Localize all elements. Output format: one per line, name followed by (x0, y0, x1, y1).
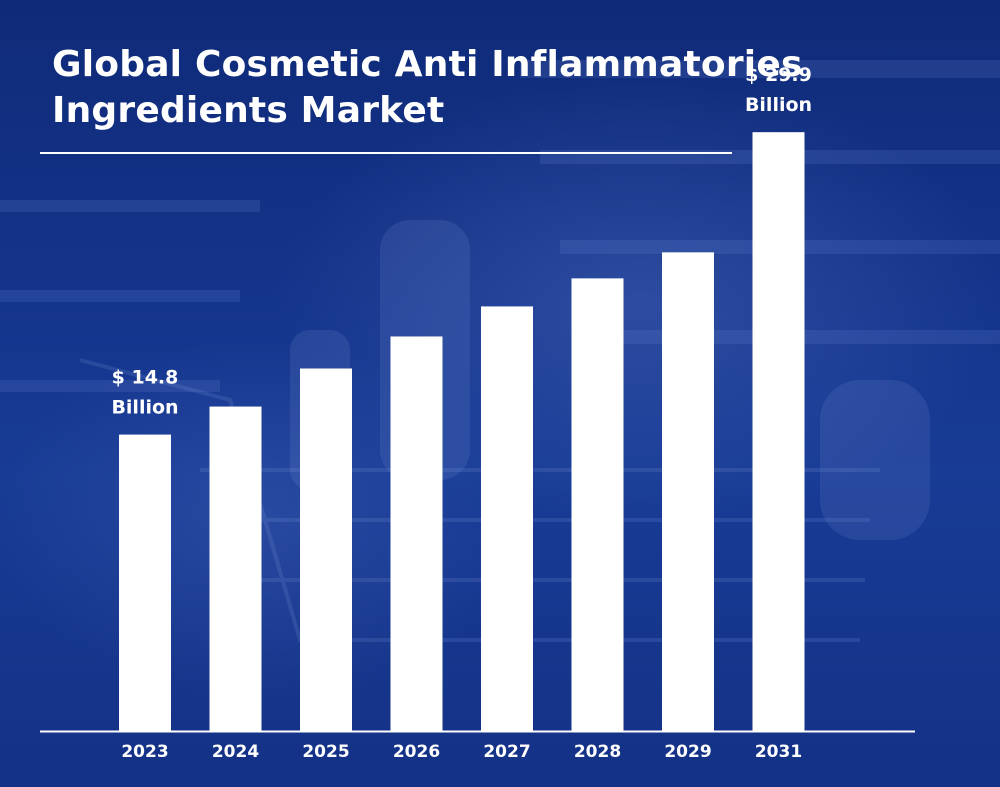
x-tick-label-2023: 2023 (121, 742, 168, 762)
bar-2023 (119, 434, 171, 731)
x-tick-label-2029: 2029 (664, 742, 711, 762)
data-label-value-2023: $ 14.8 (112, 367, 179, 389)
data-label-unit-2031: Billion (745, 94, 812, 116)
x-tick-label-2031: 2031 (755, 742, 802, 762)
bar-2028 (571, 278, 624, 731)
x-tick-label-2027: 2027 (483, 742, 530, 762)
bar-2026 (390, 336, 443, 731)
bar-2029 (662, 252, 714, 731)
chart-title: Global Cosmetic Anti Inflammatories Ingr… (52, 42, 852, 134)
chart-title-line-2: Ingredients Market (52, 90, 445, 131)
x-tick-label-2026: 2026 (393, 742, 440, 762)
data-label-value-2031: $ 29.9 (745, 64, 812, 86)
x-tick-label-2028: 2028 (574, 742, 621, 762)
x-tick-label-2025: 2025 (302, 742, 349, 762)
data-label-unit-2023: Billion (111, 397, 178, 419)
chart-title-line-1: Global Cosmetic Anti Inflammatories (52, 44, 803, 85)
bar-2031 (752, 132, 805, 732)
bar-2025 (300, 368, 352, 731)
bar-2024 (209, 406, 262, 731)
bar-2027 (481, 306, 533, 731)
x-tick-label-2024: 2024 (212, 742, 259, 762)
title-underline (40, 152, 732, 154)
